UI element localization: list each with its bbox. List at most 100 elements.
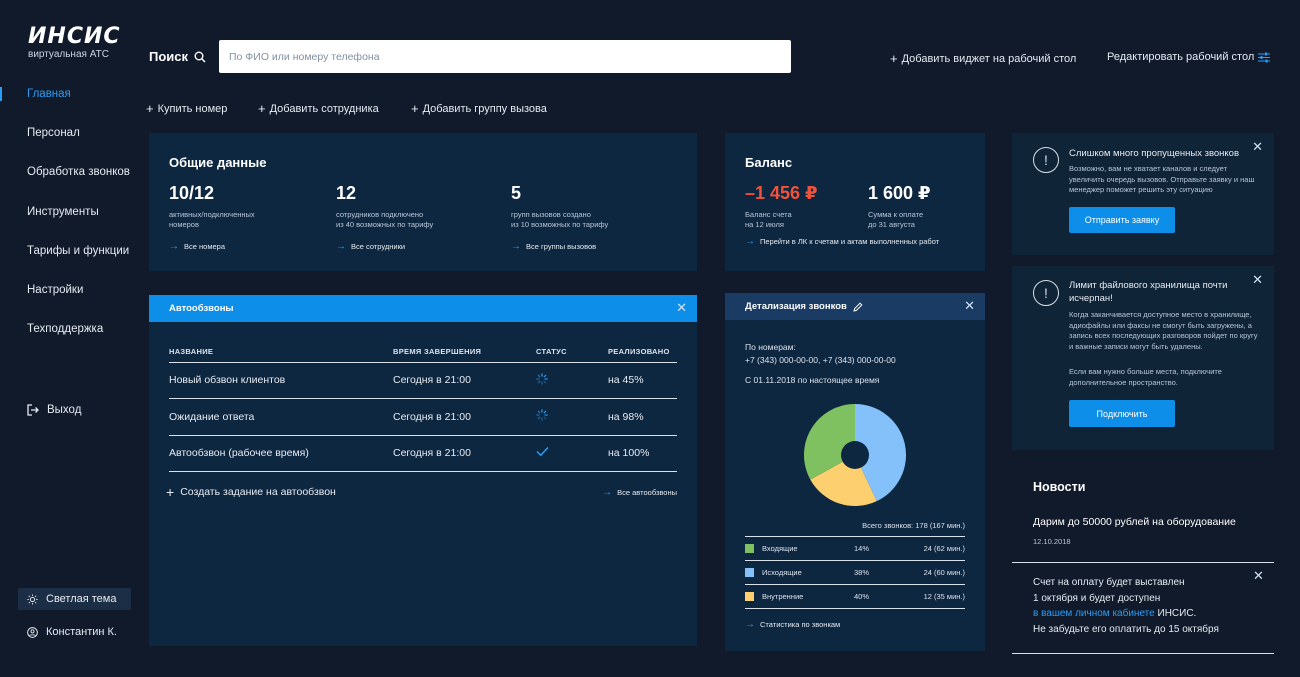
alert-text: Когда заканчивается доступное место в хр… — [1069, 310, 1258, 351]
autodial-done: на 98% — [608, 398, 677, 436]
autodial-title: Автообзвоны — [169, 303, 234, 314]
add-widget-button[interactable]: + Добавить виджет на рабочий стол — [890, 51, 1076, 66]
stat-numbers-desc: активных/подключенных номеров — [169, 210, 255, 230]
sidebar-item-staff[interactable]: Персонал — [27, 127, 80, 140]
by-numbers-label: По номерам: — [745, 342, 796, 352]
user-profile[interactable]: Константин К. — [27, 626, 117, 638]
missed-calls-alert: ! ✕ Слишком много пропущенных звонков Во… — [1012, 133, 1274, 255]
logo-text: ИНСИС — [28, 24, 121, 49]
legend-count: 24 (62 мин.) — [923, 544, 965, 553]
divider — [745, 536, 965, 537]
stat-employees-value: 12 — [336, 183, 357, 203]
search-icon[interactable] — [194, 51, 206, 63]
column-header-name[interactable]: НАЗВАНИЕ — [169, 342, 393, 363]
column-header-done[interactable]: РЕАЛИЗОВАНО — [608, 342, 677, 363]
send-request-button[interactable]: Отправить заявку — [1069, 207, 1175, 233]
close-icon[interactable]: ✕ — [964, 298, 975, 313]
call-stats-link[interactable]: → Статистика по звонкам — [745, 619, 840, 630]
arrow-right-icon: → — [602, 487, 613, 498]
table-row[interactable]: Ожидание ответа Сегодня в 21:00 на 98% — [169, 398, 677, 436]
pencil-icon[interactable] — [853, 301, 863, 312]
add-widget-label: Добавить виджет на рабочий стол — [901, 52, 1077, 65]
balance-title: Баланс — [745, 155, 793, 170]
all-numbers-link[interactable]: → Все номера — [169, 241, 255, 252]
stat-numbers-value: 10/12 — [169, 183, 215, 203]
legend-name: Входящие — [762, 544, 798, 553]
all-autodials-link[interactable]: → Все автообзвоны — [602, 487, 677, 498]
column-header-status[interactable]: СТАТУС — [536, 342, 608, 363]
table-row[interactable]: Новый обзвон клиентов Сегодня в 21:00 на… — [169, 362, 677, 399]
close-icon[interactable]: ✕ — [676, 300, 687, 315]
invoices-link[interactable]: → Перейти в ЛК к счетам и актам выполненн… — [745, 236, 939, 247]
autodial-panel: Автообзвоны ✕ НАЗВАНИЕ ВРЕМЯ ЗАВЕРШЕНИЯ … — [149, 295, 697, 646]
logo[interactable]: ИНСИС виртуальная АТС — [28, 24, 124, 61]
sidebar-item-call-handling[interactable]: Обработка звонков — [27, 166, 130, 179]
call-numbers: По номерам: +7 (343) 000-00-00, +7 (343)… — [745, 341, 896, 367]
sidebar-item-settings[interactable]: Настройки — [27, 283, 84, 296]
all-numbers-label: Все номера — [184, 242, 225, 251]
call-details-title: Детализация звонков — [745, 301, 847, 312]
storage-limit-alert: ! ✕ Лимит файлового хранилища почти исче… — [1012, 266, 1274, 450]
edit-desktop-button[interactable]: Редактировать рабочий стол — [1107, 51, 1271, 63]
legend-pct: 40% — [854, 592, 870, 601]
sidebar-item-home[interactable]: Главная — [0, 83, 140, 122]
create-autodial-label: Создать задание на автообзвон — [180, 486, 336, 498]
alert-title: Лимит файлового хранилища почти исчерпан… — [1069, 280, 1228, 304]
autodial-name: Автообзвон (рабочее время) — [169, 435, 393, 472]
pie-slice-1 — [855, 404, 906, 502]
logout-button[interactable]: Выход — [27, 404, 81, 416]
legend-pct: 38% — [854, 568, 870, 577]
table-row[interactable]: Автообзвон (рабочее время) Сегодня в 21:… — [169, 435, 677, 472]
invoice-line: 1 октября и будет доступен — [1033, 592, 1161, 604]
stat-groups-desc: групп вызовов создано из 10 возможных по … — [511, 210, 608, 230]
legend-item-internal: Внутренние 40% 12 (35 мин.) — [745, 585, 965, 609]
column-header-end-time[interactable]: ВРЕМЯ ЗАВЕРШЕНИЯ — [393, 342, 536, 363]
sidebar-item-tariffs[interactable]: Тарифы и функции — [27, 244, 130, 257]
all-employees-link[interactable]: → Все сотрудники — [336, 241, 433, 252]
add-employee-button[interactable]: + Добавить сотрудника — [258, 101, 379, 116]
light-theme-toggle[interactable]: Светлая тема — [18, 588, 131, 610]
close-icon[interactable]: ✕ — [1252, 139, 1263, 154]
stat-numbers: 10/12 активных/подключенных номеров → Все … — [169, 183, 255, 252]
plus-icon: + — [166, 484, 175, 500]
legend-name: Исходящие — [762, 568, 802, 577]
search-input[interactable] — [219, 40, 791, 73]
arrow-right-icon: → — [169, 241, 179, 252]
buy-number-button[interactable]: + Купить номер — [146, 101, 227, 116]
news-item-title[interactable]: Дарим до 50000 рублей на оборудование — [1033, 516, 1236, 528]
invoices-link-label: Перейти в ЛК к счетам и актам выполненны… — [760, 237, 940, 246]
plus-icon: + — [146, 101, 154, 116]
stat-employees-desc: сотрудников подключено из 40 возможных по… — [336, 210, 433, 230]
add-call-group-button[interactable]: + Добавить группу вызова — [411, 101, 547, 116]
sidebar-item-tools[interactable]: Инструменты — [27, 205, 99, 218]
sidebar-item-support[interactable]: Техподдержка — [27, 323, 104, 336]
all-autodials-label: Все автообзвоны — [617, 488, 677, 497]
plus-icon: + — [890, 51, 898, 66]
general-data-card: Общие данные 10/12 активных/подключенных… — [149, 133, 697, 271]
autodial-done: на 100% — [608, 435, 677, 472]
legend-count: 24 (60 мин.) — [923, 568, 965, 577]
amount-due-value: 1 600 ₽ — [868, 183, 931, 203]
personal-cabinet-link[interactable]: в вашем личном кабинете — [1033, 608, 1155, 619]
invoice-line: Счет на оплату будет выставлен — [1033, 577, 1185, 588]
plus-icon: + — [258, 101, 266, 116]
light-theme-label: Светлая тема — [46, 593, 117, 605]
legend-pct: 14% — [854, 544, 870, 553]
amount-due-desc: Сумма к оплате до 31 августа — [868, 210, 931, 230]
close-icon[interactable]: ✕ — [1252, 272, 1263, 287]
legend-swatch — [745, 592, 754, 601]
autodial-status — [536, 362, 608, 399]
donut-hole — [841, 441, 869, 469]
total-calls-value: 178 (167 мин.) — [915, 521, 965, 530]
close-icon[interactable]: ✕ — [1253, 568, 1264, 583]
divider — [1012, 653, 1274, 654]
stat-desc-line: сотрудников подключено — [336, 210, 424, 219]
arrow-right-icon: → — [336, 241, 346, 252]
all-groups-link[interactable]: → Все группы вызовов — [511, 241, 608, 252]
legend-name: Внутренние — [762, 592, 804, 601]
create-autodial-button[interactable]: + Создать задание на автообзвон — [166, 484, 336, 500]
connect-button[interactable]: Подключить — [1069, 400, 1175, 427]
autodial-done: на 45% — [608, 362, 677, 399]
desc-line: Баланс счета — [745, 210, 792, 219]
call-details-header: Детализация звонков ✕ — [725, 293, 985, 320]
